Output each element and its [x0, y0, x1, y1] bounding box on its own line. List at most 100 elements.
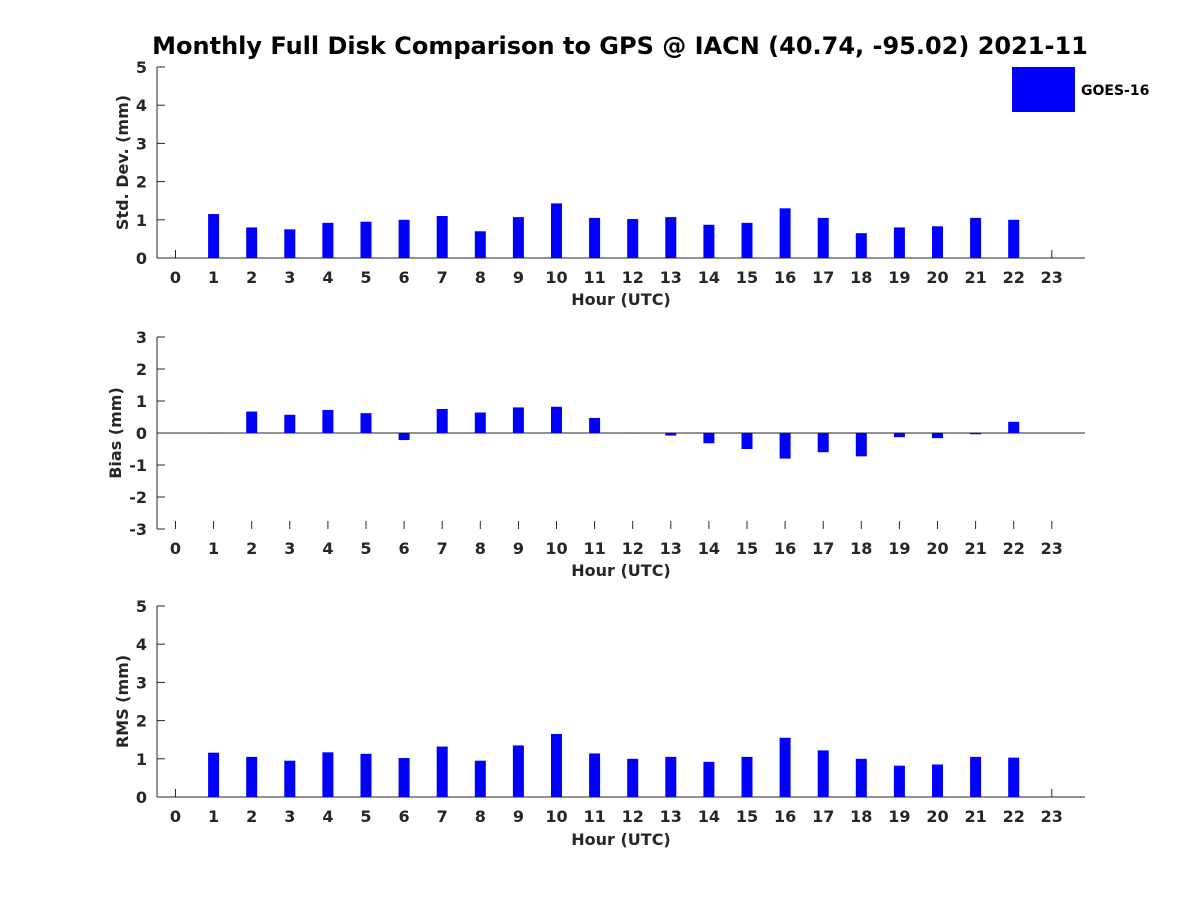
x-tick-label: 20	[926, 539, 948, 558]
legend: GOES-16	[1012, 67, 1149, 112]
bar-stddev-10	[551, 203, 562, 258]
x-tick-label: 4	[322, 807, 333, 826]
bar-bias-18	[855, 433, 867, 457]
bar-stddev-6	[398, 219, 410, 258]
y-tick-label: 2	[136, 173, 147, 192]
bar-rms-6	[398, 758, 410, 797]
x-tick-label: 6	[399, 268, 410, 287]
x-tick-label: 20	[926, 268, 948, 287]
x-tick-label: 17	[812, 539, 834, 558]
bar-bias-7	[436, 409, 448, 433]
x-tick-label: 14	[698, 807, 720, 826]
y-axis-label: Bias (mm)	[106, 387, 125, 479]
bar-rms-11	[589, 753, 601, 797]
bar-bias-19	[893, 433, 905, 438]
x-tick-label: 7	[437, 807, 448, 826]
bar-stddev-22	[1008, 219, 1020, 258]
x-tick-label: 1	[208, 268, 219, 287]
bar-bias-9	[512, 407, 524, 433]
x-tick-label: 16	[774, 268, 796, 287]
bar-stddev-19	[893, 227, 905, 258]
bar-stddev-16	[779, 208, 791, 258]
bar-bias-8	[474, 412, 486, 433]
x-tick-label: 18	[850, 539, 872, 558]
legend-swatch	[1012, 67, 1075, 112]
bar-rms-14	[703, 761, 715, 797]
x-tick-label: 9	[513, 268, 524, 287]
x-tick-label: 6	[399, 539, 410, 558]
bar-rms-18	[855, 758, 867, 797]
x-tick-label: 14	[698, 268, 720, 287]
x-axis-label: Hour (UTC)	[571, 830, 671, 849]
y-tick-label: 0	[136, 249, 147, 268]
y-axis-label: RMS (mm)	[113, 655, 132, 748]
x-tick-label: 20	[926, 807, 948, 826]
x-tick-label: 7	[437, 539, 448, 558]
y-tick-label: 5	[136, 58, 147, 77]
bar-stddev-2	[246, 227, 258, 258]
bar-stddev-7	[436, 215, 448, 258]
x-tick-label: 17	[812, 268, 834, 287]
x-tick-label: 12	[622, 268, 644, 287]
bar-stddev-21	[970, 217, 982, 258]
x-tick-label: 21	[964, 268, 986, 287]
x-tick-label: 11	[583, 807, 605, 826]
bar-rms-8	[474, 760, 486, 797]
bar-rms-9	[512, 745, 524, 797]
y-tick-label: 1	[136, 392, 147, 411]
x-tick-label: 23	[1041, 539, 1063, 558]
x-tick-label: 23	[1041, 807, 1063, 826]
y-tick-label: 3	[136, 328, 147, 347]
x-tick-label: 8	[475, 539, 486, 558]
y-axis-label: Std. Dev. (mm)	[113, 95, 132, 230]
x-tick-label: 1	[208, 807, 219, 826]
x-tick-label: 12	[622, 539, 644, 558]
bar-bias-5	[360, 413, 372, 433]
x-tick-label: 19	[888, 268, 910, 287]
bar-stddev-12	[627, 219, 639, 258]
bar-stddev-14	[703, 224, 715, 258]
x-tick-label: 2	[246, 268, 257, 287]
bar-stddev-4	[322, 222, 334, 258]
bar-rms-20	[932, 764, 943, 797]
x-tick-label: 13	[660, 539, 682, 558]
bar-bias-3	[284, 414, 296, 433]
x-axis-label: Hour (UTC)	[571, 290, 671, 309]
y-tick-label: -1	[129, 456, 147, 475]
bar-bias-10	[551, 406, 562, 433]
y-tick-label: 0	[136, 424, 147, 443]
x-tick-label: 9	[513, 807, 524, 826]
bar-stddev-5	[360, 221, 372, 258]
bar-rms-21	[970, 756, 982, 797]
bar-rms-19	[893, 765, 905, 797]
y-tick-label: 1	[136, 211, 147, 230]
bar-rms-5	[360, 753, 372, 797]
bar-stddev-3	[284, 229, 296, 258]
bar-rms-22	[1008, 757, 1020, 797]
bar-stddev-8	[474, 231, 486, 258]
bar-rms-17	[817, 750, 829, 797]
bar-bias-22	[1008, 421, 1020, 433]
y-tick-label: -2	[129, 488, 147, 507]
x-tick-label: 9	[513, 539, 524, 558]
x-tick-label: 13	[660, 807, 682, 826]
bar-stddev-9	[512, 217, 524, 258]
x-tick-label: 15	[736, 268, 758, 287]
x-tick-label: 8	[475, 268, 486, 287]
x-axis-label: Hour (UTC)	[571, 561, 671, 580]
x-tick-label: 11	[583, 539, 605, 558]
bar-bias-16	[779, 433, 791, 459]
x-tick-label: 22	[1003, 807, 1025, 826]
x-tick-label: 21	[964, 539, 986, 558]
x-tick-label: 10	[545, 268, 567, 287]
x-tick-label: 14	[698, 539, 720, 558]
bar-rms-2	[246, 756, 258, 797]
bar-stddev-17	[817, 217, 829, 258]
x-tick-label: 22	[1003, 268, 1025, 287]
y-tick-label: 2	[136, 360, 147, 379]
y-tick-label: 4	[136, 96, 147, 115]
x-tick-label: 18	[850, 268, 872, 287]
